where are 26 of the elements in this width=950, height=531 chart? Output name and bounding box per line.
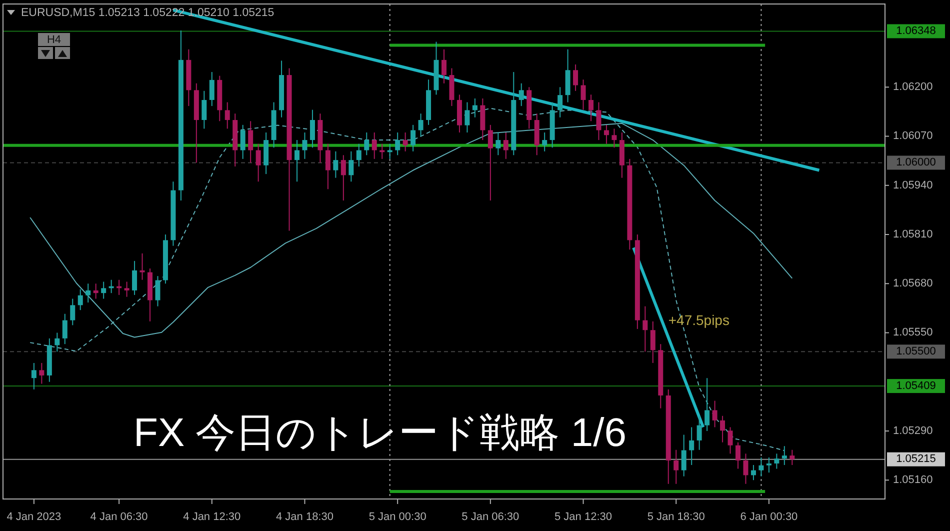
text: FX 今日のトレード戦略 1/6 — [134, 411, 626, 455]
x-tick-label: 4 Jan 12:30 — [183, 511, 241, 523]
y-tick-label: 1.05550 — [893, 326, 933, 339]
x-tick-label: 6 Jan 00:30 — [740, 511, 798, 523]
x-tick-label: 5 Jan 00:30 — [368, 511, 426, 523]
y-tick-label: 1.05940 — [893, 179, 933, 192]
x-tick-label: 4 Jan 06:30 — [90, 511, 148, 523]
ref-line-label: 1.05215 — [896, 453, 936, 466]
x-tick-label: 4 Jan 18:30 — [276, 511, 334, 523]
annotation: H4 — [46, 34, 62, 46]
y-tick-label: 1.05290 — [893, 424, 933, 437]
annotation: +47.5pips — [668, 312, 730, 328]
y-tick-label: 1.06070 — [893, 130, 933, 142]
x-tick-label: 5 Jan 12:30 — [554, 511, 612, 523]
ref-line-label: 1.05409 — [896, 380, 936, 392]
x-tick-label: 4 Jan 2023 — [6, 511, 62, 523]
y-tick-label: 1.05160 — [893, 474, 933, 486]
ref-line-label: 1.05500 — [896, 346, 936, 358]
x-tick-label: 5 Jan 06:30 — [462, 511, 520, 523]
ref-line-label: 1.06348 — [896, 25, 936, 38]
x-tick-label: 5 Jan 18:30 — [647, 511, 705, 523]
y-tick-label: 1.06200 — [893, 81, 933, 94]
chart-subtitle: EURUSD,M15 1.05213 1.05222 1.05210 1.05215 — [21, 7, 274, 19]
ref-line-label: 1.06000 — [896, 156, 936, 169]
y-tick-label: 1.05810 — [893, 228, 933, 240]
y-tick-label: 1.05680 — [893, 278, 933, 290]
